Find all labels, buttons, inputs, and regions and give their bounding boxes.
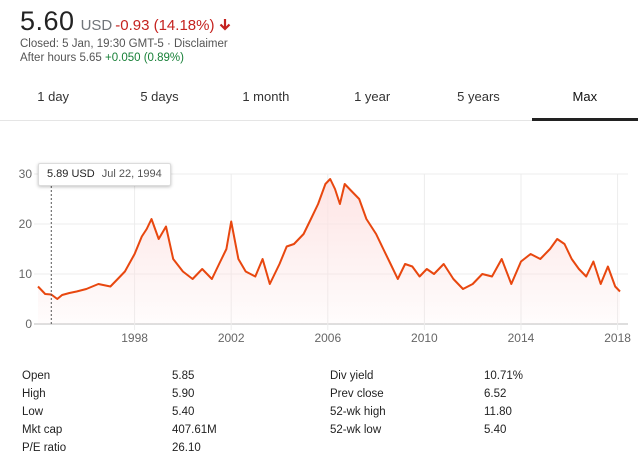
y-tick-label: 0 xyxy=(25,317,32,331)
tab-5-years[interactable]: 5 years xyxy=(457,89,500,104)
tooltip-date: Jul 22, 1994 xyxy=(101,168,162,180)
price-change: -0.93 (14.18%) xyxy=(115,17,215,34)
x-tick-label: 1998 xyxy=(121,331,148,345)
stat-value: 5.85 xyxy=(172,370,195,382)
tab-5-days[interactable]: 5 days xyxy=(140,89,179,104)
x-tick-label: 2018 xyxy=(604,331,631,345)
x-tick-label: 2014 xyxy=(508,331,535,345)
price-row: 5.60 USD -0.93 (14.18%) xyxy=(20,6,232,37)
x-tick-label: 2010 xyxy=(411,331,438,345)
stat-label: 52-wk low xyxy=(330,424,382,436)
after-hours-info: After hours 5.65 +0.050 (0.89%) xyxy=(20,51,232,65)
currency-label: USD xyxy=(80,17,113,34)
stat-label: Div yield xyxy=(330,370,374,382)
price-chart[interactable]: 0 10 20 30 1998 2002 2006 2010 2014 2018 xyxy=(0,152,638,352)
arrow-down-icon xyxy=(218,18,232,32)
quote-header: 5.60 USD -0.93 (14.18%) Closed: 5 Jan, 1… xyxy=(20,6,232,65)
tab-1-year[interactable]: 1 year xyxy=(354,89,391,104)
y-tick-label: 10 xyxy=(19,267,33,281)
y-tick-label: 20 xyxy=(19,217,33,231)
stat-value: 10.71% xyxy=(484,370,524,382)
tab-1-month[interactable]: 1 month xyxy=(242,89,290,104)
stat-label: Low xyxy=(22,406,44,418)
stat-label: High xyxy=(22,388,46,400)
after-hours-change: +0.050 (0.89%) xyxy=(105,52,184,64)
stat-label: Prev close xyxy=(330,388,384,400)
stat-value: 5.40 xyxy=(484,424,507,436)
stat-label: Open xyxy=(22,370,51,382)
stat-value: 5.40 xyxy=(172,406,195,418)
stat-label: P/E ratio xyxy=(22,442,67,454)
stat-value: 6.52 xyxy=(484,388,507,400)
tab-1-day[interactable]: 1 day xyxy=(37,89,70,104)
stat-value: 11.80 xyxy=(484,406,512,418)
current-price: 5.60 xyxy=(20,6,75,36)
tooltip-value: 5.89 USD xyxy=(47,168,95,180)
stat-label: Mkt cap xyxy=(22,424,63,436)
stat-value: 5.90 xyxy=(172,388,195,400)
chart-tooltip: 5.89 USD Jul 22, 1994 xyxy=(38,163,171,186)
series-area xyxy=(38,179,620,324)
stat-label: 52-wk high xyxy=(330,406,386,418)
tab-max[interactable]: Max xyxy=(531,80,638,121)
stat-value: 26.10 xyxy=(172,442,201,454)
x-tick-label: 2006 xyxy=(314,331,341,345)
x-tick-label: 2002 xyxy=(218,331,245,345)
y-tick-label: 30 xyxy=(19,167,33,181)
closed-info: Closed: 5 Jan, 19:30 GMT-5 · Disclaimer xyxy=(20,38,228,50)
time-range-tabs: 1 day 5 days 1 month 1 year 5 years Max xyxy=(0,80,638,121)
stat-value: 407.61M xyxy=(172,424,217,436)
series-line xyxy=(37,178,621,300)
after-hours-label: After hours 5.65 xyxy=(20,52,102,64)
